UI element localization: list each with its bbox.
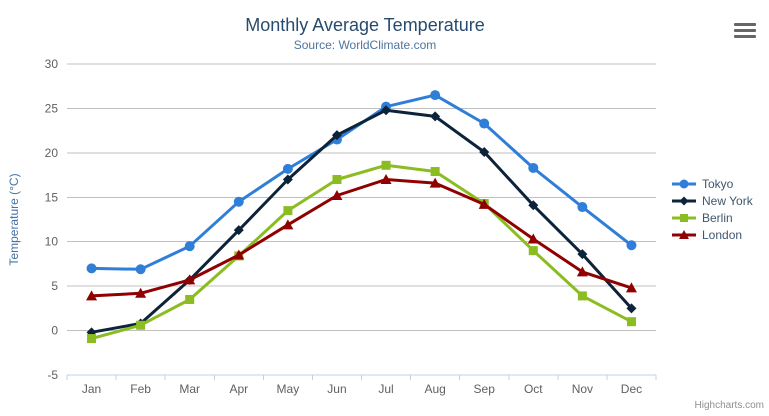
y-axis-label: 15 xyxy=(45,190,59,204)
data-point-marker[interactable] xyxy=(679,229,689,239)
x-axis-label: Feb xyxy=(130,382,151,396)
y-axis-label: 20 xyxy=(45,146,59,160)
series-new-york xyxy=(86,105,637,338)
x-axis-label: Apr xyxy=(229,382,248,396)
data-point-marker[interactable] xyxy=(332,175,342,185)
data-point-marker[interactable] xyxy=(282,163,293,174)
x-axis-label: Oct xyxy=(524,382,543,396)
data-point-marker[interactable] xyxy=(233,196,244,207)
data-point-marker[interactable] xyxy=(576,266,588,277)
data-point-marker[interactable] xyxy=(479,118,490,129)
x-axis-label: May xyxy=(277,382,300,396)
data-point-marker[interactable] xyxy=(430,111,441,122)
data-point-marker[interactable] xyxy=(679,196,689,205)
data-point-marker[interactable] xyxy=(184,241,195,252)
data-point-marker[interactable] xyxy=(233,249,245,260)
x-axis-label: Aug xyxy=(424,382,445,396)
x-axis-label: Sep xyxy=(474,382,496,396)
data-point-marker[interactable] xyxy=(430,90,441,101)
data-point-marker[interactable] xyxy=(380,174,392,185)
series-line xyxy=(90,108,633,334)
chart-subtitle: Source: WorldClimate.com xyxy=(293,38,437,52)
data-point-marker[interactable] xyxy=(135,287,147,298)
x-axis-label: Mar xyxy=(179,382,200,396)
data-point-marker[interactable] xyxy=(528,200,539,211)
data-point-marker[interactable] xyxy=(331,190,343,201)
legend-label: Berlin xyxy=(702,210,733,225)
y-axis-title: Temperature (°C) xyxy=(7,173,21,265)
data-point-marker[interactable] xyxy=(86,263,97,274)
data-point-marker[interactable] xyxy=(429,177,441,188)
data-point-marker[interactable] xyxy=(331,130,342,141)
new-york-series-marker-icon xyxy=(672,196,696,205)
data-point-marker[interactable] xyxy=(479,146,490,157)
legend-item-london[interactable]: London xyxy=(671,226,753,243)
data-point-marker[interactable] xyxy=(679,179,689,188)
data-point-marker[interactable] xyxy=(135,264,146,275)
data-point-marker[interactable] xyxy=(86,290,98,301)
x-axis-label: Nov xyxy=(572,382,593,396)
legend-label: New York xyxy=(702,193,753,208)
legend-item-new-york[interactable]: New York xyxy=(671,192,753,209)
axis-labels: -5 0 5 10 15 20 25 30 Jan Feb Mar Apr May Jun Jul Aug Se… xyxy=(45,57,642,396)
data-point-marker[interactable] xyxy=(478,198,490,209)
data-point-marker[interactable] xyxy=(381,160,391,170)
series-tokyo xyxy=(86,90,637,275)
legend: Tokyo New York Berlin London xyxy=(671,175,753,243)
data-point-marker[interactable] xyxy=(527,233,539,244)
legend-label: Tokyo xyxy=(702,176,734,191)
london-series-marker-icon xyxy=(672,229,696,239)
legend-item-tokyo[interactable]: Tokyo xyxy=(671,175,753,192)
x-axis-label: Jun xyxy=(327,382,346,396)
chart-title: Monthly Average Temperature xyxy=(245,15,485,35)
y-axis-label: -5 xyxy=(47,368,58,382)
data-point-marker[interactable] xyxy=(283,206,293,216)
y-axis-label: 25 xyxy=(45,101,59,115)
data-point-marker[interactable] xyxy=(577,291,587,301)
data-point-marker[interactable] xyxy=(626,303,637,314)
data-point-marker[interactable] xyxy=(381,105,392,116)
data-point-marker[interactable] xyxy=(528,246,538,256)
data-point-marker[interactable] xyxy=(577,249,588,260)
data-point-marker[interactable] xyxy=(136,320,146,330)
x-axis-label: Jan xyxy=(82,382,101,396)
data-point-marker[interactable] xyxy=(184,274,196,285)
data-point-marker[interactable] xyxy=(625,282,637,293)
y-axis-label: 10 xyxy=(45,235,59,249)
data-point-marker[interactable] xyxy=(626,240,637,251)
tokyo-series-marker-icon xyxy=(672,179,696,188)
data-point-marker[interactable] xyxy=(680,213,688,222)
y-axis-label: 0 xyxy=(51,324,58,338)
data-point-marker[interactable] xyxy=(282,219,294,230)
series-line xyxy=(90,163,633,341)
x-axis-label: Jul xyxy=(378,382,393,396)
berlin-series-marker-icon xyxy=(672,213,696,222)
y-axis-label: 30 xyxy=(45,57,59,71)
export-menu-button[interactable] xyxy=(734,21,758,39)
credits-link[interactable]: Highcharts.com xyxy=(694,400,764,411)
data-point-marker[interactable] xyxy=(626,317,636,327)
x-axis-label: Dec xyxy=(621,382,642,396)
series-line xyxy=(90,178,633,298)
y-axis-label: 5 xyxy=(51,279,58,293)
legend-item-berlin[interactable]: Berlin xyxy=(671,209,753,226)
data-point-marker[interactable] xyxy=(233,225,244,236)
grid xyxy=(66,63,657,380)
series-london xyxy=(86,174,637,301)
legend-label: London xyxy=(702,227,743,242)
data-point-marker[interactable] xyxy=(87,334,97,344)
data-point-marker[interactable] xyxy=(282,174,293,185)
data-point-marker[interactable] xyxy=(577,202,588,213)
data-point-marker[interactable] xyxy=(430,167,440,177)
data-point-marker[interactable] xyxy=(185,294,195,304)
data-point-marker[interactable] xyxy=(528,162,539,173)
